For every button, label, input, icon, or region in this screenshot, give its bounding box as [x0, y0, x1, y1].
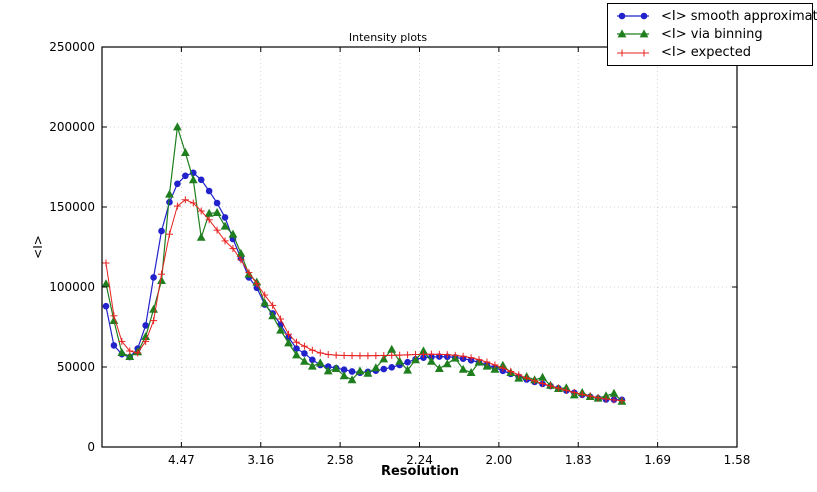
- legend-label: <I> via binning: [661, 26, 763, 42]
- svg-text:1.69: 1.69: [644, 453, 671, 467]
- legend-label: <I> smooth approximation: [661, 8, 817, 24]
- legend-item-expected: <I> expected: [614, 45, 806, 61]
- svg-text:0: 0: [87, 440, 95, 454]
- svg-text:100000: 100000: [49, 280, 95, 294]
- svg-text:3.16: 3.16: [247, 453, 274, 467]
- legend: <I> smooth approximation <I> via binning…: [607, 3, 817, 66]
- chart-title: Intensity plots: [349, 31, 427, 44]
- legend-item-smooth-approximation: <I> smooth approximation: [614, 8, 817, 24]
- x-tick-labels: 4.47 3.16 2.58 2.24 2.00 1.83 1.69 1.58: [168, 453, 750, 467]
- grid: [102, 46, 738, 448]
- svg-text:200000: 200000: [49, 120, 95, 134]
- legend-swatch-circle: [617, 12, 649, 20]
- series-1: [101, 122, 627, 405]
- y-axis-label: <I>: [31, 235, 45, 259]
- svg-text:2.24: 2.24: [406, 453, 433, 467]
- plot-canvas: 4.47 3.16 2.58 2.24 2.00 1.83 1.69 1.58 0 50000 10…: [49, 40, 750, 467]
- series-0: [102, 169, 626, 404]
- svg-text:50000: 50000: [57, 360, 95, 374]
- svg-text:1.58: 1.58: [724, 453, 751, 467]
- series-2: [102, 196, 626, 405]
- svg-text:4.47: 4.47: [168, 453, 195, 467]
- legend-label: <I> expected: [661, 45, 751, 61]
- svg-text:150000: 150000: [49, 200, 95, 214]
- legend-swatch-triangle: [617, 29, 649, 38]
- y-tick-labels: 0 50000 100000 150000 200000 250000: [49, 40, 95, 454]
- x-axis-label: Resolution: [381, 464, 459, 479]
- svg-text:250000: 250000: [49, 40, 95, 54]
- legend-swatch-plus: [617, 49, 649, 57]
- legend-item-via-binning: <I> via binning: [614, 26, 806, 42]
- svg-text:2.00: 2.00: [486, 453, 513, 467]
- svg-text:2.58: 2.58: [327, 453, 354, 467]
- svg-text:1.83: 1.83: [565, 453, 592, 467]
